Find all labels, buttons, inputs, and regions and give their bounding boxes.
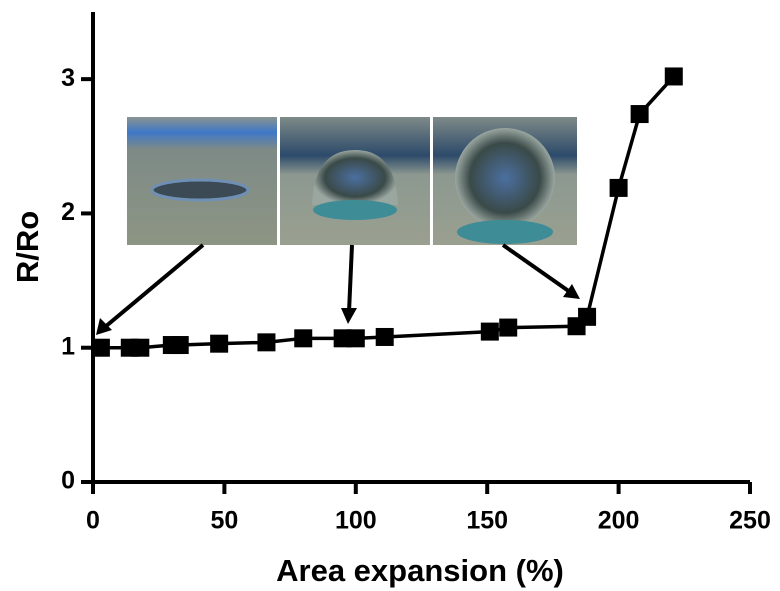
y-tick-label: 1 <box>61 332 75 360</box>
data-point <box>610 179 628 197</box>
arrowhead <box>341 308 357 324</box>
droplet-flat <box>152 180 248 200</box>
droplet-base <box>313 200 397 220</box>
y-axis-label: R/Ro <box>10 211 45 283</box>
arrow <box>503 245 570 292</box>
data-point <box>294 329 312 347</box>
inset-photos <box>127 117 577 245</box>
data-point <box>481 323 499 341</box>
x-tick-label: 50 <box>210 507 238 535</box>
data-point <box>665 67 683 85</box>
x-axis-label: Area expansion (%) <box>276 553 564 588</box>
x-tick-label: 150 <box>466 507 508 535</box>
x-tick-label: 0 <box>86 507 100 535</box>
data-point <box>499 319 517 337</box>
data-point <box>92 339 110 357</box>
data-point <box>131 339 149 357</box>
chart: Area expansion (%) R/Ro 0 1 2 3 0 50 100 150 200… <box>0 0 780 591</box>
data-point <box>376 328 394 346</box>
arrow <box>105 245 203 327</box>
x-tick-label: 200 <box>598 507 640 535</box>
data-point <box>631 105 649 123</box>
data-point <box>578 308 596 326</box>
data-point <box>210 335 228 353</box>
page: {"chart_data": {"type": "line", "x_label… <box>0 0 780 591</box>
y-tick-label: 2 <box>61 198 75 226</box>
y-tick-label: 0 <box>61 467 75 495</box>
droplet-sphere <box>455 128 555 228</box>
x-tick-label: 100 <box>335 507 377 535</box>
arrow <box>349 245 352 312</box>
x-tick-label: 250 <box>729 507 771 535</box>
data-point <box>171 336 189 354</box>
data-point <box>347 329 365 347</box>
data-point <box>257 333 275 351</box>
arrowhead <box>563 284 580 299</box>
y-tick-label: 3 <box>61 64 75 92</box>
droplet-base <box>457 220 553 244</box>
